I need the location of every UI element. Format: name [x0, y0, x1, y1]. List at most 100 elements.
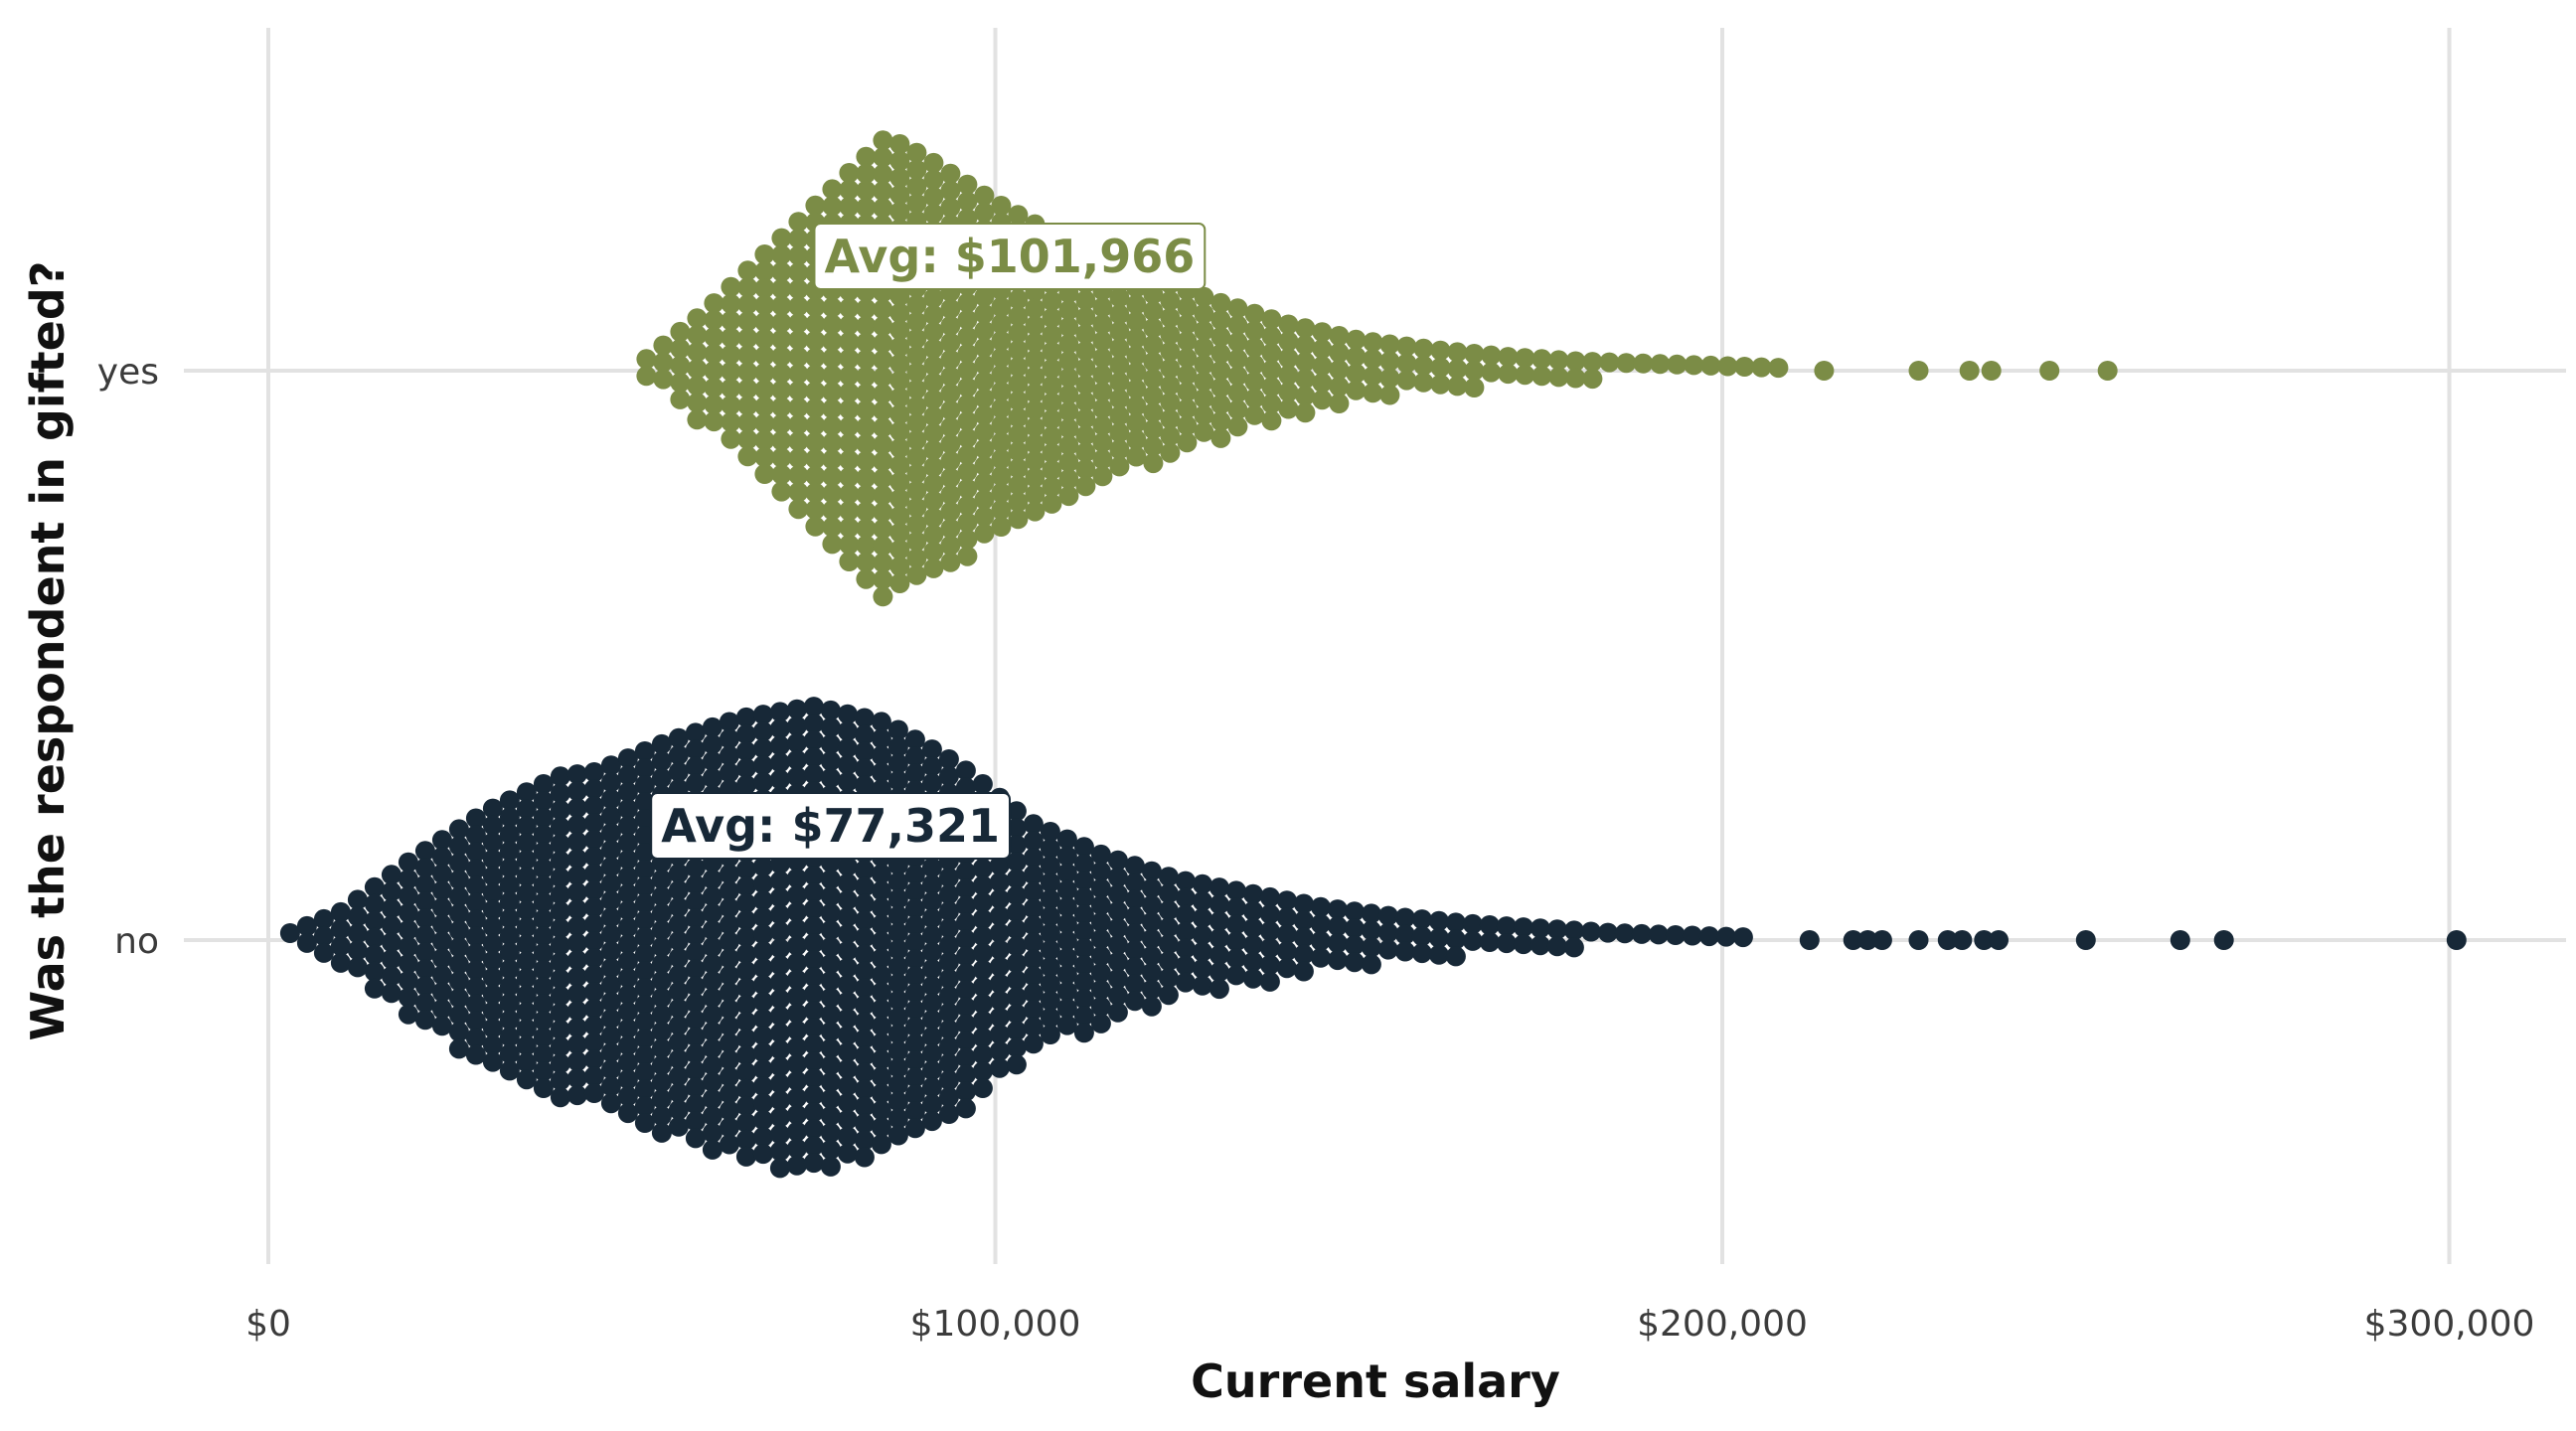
- data-point: [1008, 407, 1029, 428]
- data-point: [566, 764, 587, 785]
- data-point: [906, 564, 927, 585]
- data-point: [1177, 297, 1198, 318]
- data-point: [1006, 1037, 1027, 1058]
- data-point: [871, 948, 891, 969]
- data-point: [1244, 303, 1265, 324]
- data-point: [940, 433, 961, 454]
- data-point: [1715, 926, 1736, 947]
- data-point: [550, 952, 570, 973]
- data-point: [788, 465, 809, 486]
- data-point: [617, 1019, 638, 1039]
- data-point: [279, 923, 300, 943]
- data-point: [1141, 911, 1162, 932]
- data-point: [735, 892, 756, 913]
- data-point: [769, 752, 790, 773]
- data-point: [1056, 964, 1077, 985]
- data-point: [769, 1090, 790, 1111]
- data-point: [347, 889, 368, 910]
- data-point: [465, 1044, 486, 1065]
- data-point: [330, 918, 351, 939]
- data-point: [887, 1007, 908, 1028]
- data-point: [1008, 391, 1029, 411]
- data-point: [989, 939, 1010, 960]
- data-point: [533, 791, 554, 811]
- data-point: [719, 1066, 739, 1087]
- data-point: [482, 815, 503, 836]
- data-point: [1210, 309, 1231, 330]
- data-point: [583, 1033, 604, 1052]
- data-point: [1580, 921, 1601, 942]
- data-point: [566, 1051, 587, 1072]
- data-point: [940, 450, 961, 471]
- data-point: [1192, 958, 1212, 979]
- data-point: [1124, 974, 1145, 995]
- data-point: [854, 978, 875, 999]
- data-point: [1312, 390, 1333, 410]
- data-point: [837, 754, 858, 775]
- data-point: [516, 900, 537, 921]
- data-point: [735, 1112, 756, 1133]
- data-point: [957, 512, 978, 533]
- data-point: [754, 380, 775, 399]
- data-point: [820, 902, 841, 923]
- data-point: [431, 1016, 452, 1036]
- data-point: [1006, 902, 1027, 923]
- data-point: [955, 895, 976, 916]
- data-point: [769, 887, 790, 908]
- data-point: [769, 1039, 790, 1060]
- data-point: [1006, 885, 1027, 906]
- data-point: [1261, 377, 1282, 398]
- data-point: [769, 938, 790, 959]
- data-point: [719, 762, 739, 783]
- data-point: [1006, 987, 1027, 1008]
- data-point: [921, 959, 942, 980]
- data-point: [923, 152, 944, 173]
- data-point: [769, 769, 790, 790]
- data-point: [1056, 896, 1077, 917]
- data-point: [822, 517, 843, 538]
- data-point: [566, 882, 587, 903]
- data-point: [719, 728, 739, 749]
- data-point: [1126, 328, 1147, 349]
- data-point: [1513, 934, 1533, 955]
- data-point: [974, 354, 995, 375]
- data-point: [786, 868, 807, 888]
- data-point: [704, 327, 724, 348]
- data-point: [940, 518, 961, 539]
- data-point: [651, 1054, 672, 1075]
- data-point: [904, 729, 925, 750]
- outlier-point: [1799, 930, 1820, 950]
- data-point: [854, 1147, 875, 1168]
- data-point: [873, 333, 893, 354]
- data-point: [499, 1027, 520, 1047]
- data-point: [381, 966, 402, 987]
- data-point: [1124, 873, 1145, 893]
- data-point: [1177, 348, 1198, 369]
- data-point: [704, 361, 724, 382]
- data-point: [634, 826, 655, 846]
- data-point: [499, 874, 520, 895]
- data-point: [921, 1060, 942, 1081]
- data-point: [906, 412, 927, 433]
- data-point: [989, 1024, 1010, 1044]
- data-point: [1244, 371, 1265, 392]
- data-point: [533, 774, 554, 794]
- data-point: [940, 383, 961, 403]
- data-point: [634, 1062, 655, 1082]
- data-point: [752, 907, 773, 928]
- data-point: [1498, 364, 1519, 385]
- data-point: [1650, 354, 1671, 375]
- data-point: [989, 973, 1010, 994]
- data-point: [1361, 937, 1381, 958]
- data-point: [702, 1105, 723, 1126]
- x-axis-title: Current salary: [1191, 1354, 1560, 1408]
- data-point: [786, 1070, 807, 1091]
- data-point: [651, 1105, 672, 1126]
- data-point: [1344, 901, 1365, 922]
- data-point: [837, 1058, 858, 1079]
- data-point: [550, 901, 570, 922]
- data-point: [1073, 1006, 1094, 1027]
- data-point: [837, 720, 858, 741]
- data-point: [1025, 315, 1046, 336]
